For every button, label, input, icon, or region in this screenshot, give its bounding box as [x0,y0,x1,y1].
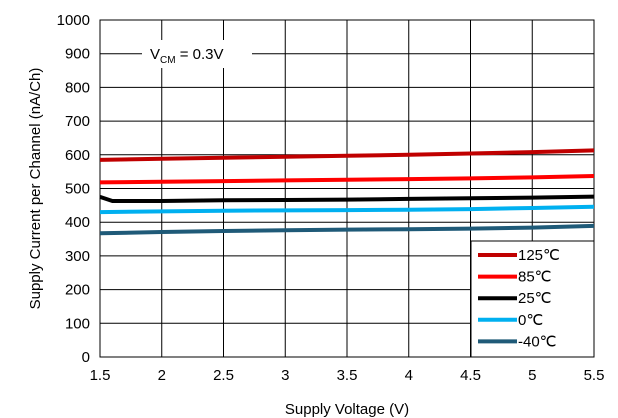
x-tick-label: 1.5 [90,367,111,384]
y-tick-labels: 0 100 200 300 400 500 600 700 800 900 1000 [57,12,90,366]
y-tick-label: 600 [65,147,90,164]
x-tick-label: 3.5 [337,367,358,384]
legend-label: 25℃ [518,290,552,307]
x-tick-label: 2 [158,367,166,384]
annotation-subscript: CM [160,55,176,66]
annotation-main: V [150,46,160,63]
y-tick-label: 500 [65,181,90,198]
legend-item: -40℃ [478,333,557,350]
series-line [99,194,595,203]
y-tick-label: 400 [65,214,90,231]
series-line [99,174,595,185]
legend-item: 0℃ [478,312,543,329]
x-tick-label: 4.5 [460,367,481,384]
x-axis-title: Supply Voltage (V) [285,401,409,418]
legend-items: 125℃ 85℃ 25℃ 0℃ -40℃ [478,247,560,350]
legend-item: 125℃ [478,247,560,264]
annotation-background [142,40,252,68]
plot-frame [99,19,595,358]
x-tick-label: 2.5 [213,367,234,384]
legend-label: 85℃ [518,269,552,286]
y-tick-label: 900 [65,46,90,63]
y-tick-label: 1000 [57,12,90,29]
legend-item: 25℃ [478,290,552,307]
series-line [99,148,595,162]
x-tick-labels: 1.5 2 2.5 3 3.5 4 4.5 5 5.5 [90,367,605,384]
y-tick-label: 700 [65,113,90,130]
series-line [99,204,595,215]
legend-label: 125℃ [518,247,560,264]
x-tick-label: 3 [281,367,289,384]
legend-label: -40℃ [518,333,557,350]
y-tick-label: 0 [82,349,90,366]
y-tick-label: 100 [65,315,90,332]
x-tick-label: 5 [528,367,536,384]
series-group [99,148,595,236]
x-tick-label: 5.5 [584,367,605,384]
legend-label: 0℃ [518,312,543,329]
vcm-annotation: VCM = 0.3V [142,40,252,68]
legend-item: 85℃ [478,269,552,286]
y-tick-label: 300 [65,248,90,265]
annotation-rest: = 0.3V [176,46,224,63]
annotation-text: VCM = 0.3V [150,46,224,66]
legend: 125℃ 85℃ 25℃ 0℃ -40℃ [470,240,595,358]
y-tick-label: 200 [65,282,90,299]
y-tick-label: 800 [65,79,90,96]
y-axis-title: Supply Current per Channel (nA/Ch) [27,68,44,310]
series-line [99,223,595,236]
x-tick-label: 4 [405,367,413,384]
